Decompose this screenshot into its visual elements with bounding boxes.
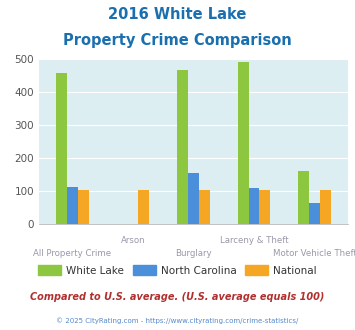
Text: Property Crime Comparison: Property Crime Comparison [63, 33, 292, 48]
Text: 2016 White Lake: 2016 White Lake [108, 7, 247, 21]
Bar [320, 190, 331, 224]
Text: Compared to U.S. average. (U.S. average equals 100): Compared to U.S. average. (U.S. average … [30, 292, 325, 302]
Bar [177, 70, 188, 224]
Legend: White Lake, North Carolina, National: White Lake, North Carolina, National [34, 261, 321, 280]
Text: Burglary: Burglary [175, 249, 212, 258]
Bar [260, 190, 271, 224]
Text: All Property Crime: All Property Crime [33, 249, 111, 258]
Bar [309, 203, 320, 224]
Text: Larceny & Theft: Larceny & Theft [220, 236, 288, 245]
Bar [138, 190, 149, 224]
Bar [67, 187, 78, 224]
Text: Arson: Arson [121, 236, 145, 245]
Bar [248, 188, 260, 224]
Bar [199, 190, 210, 224]
Bar [78, 190, 89, 224]
Bar [238, 62, 248, 224]
Text: Motor Vehicle Theft: Motor Vehicle Theft [273, 249, 355, 258]
Bar [188, 173, 199, 224]
Bar [298, 171, 309, 224]
Bar [56, 73, 67, 224]
Text: © 2025 CityRating.com - https://www.cityrating.com/crime-statistics/: © 2025 CityRating.com - https://www.city… [56, 317, 299, 324]
